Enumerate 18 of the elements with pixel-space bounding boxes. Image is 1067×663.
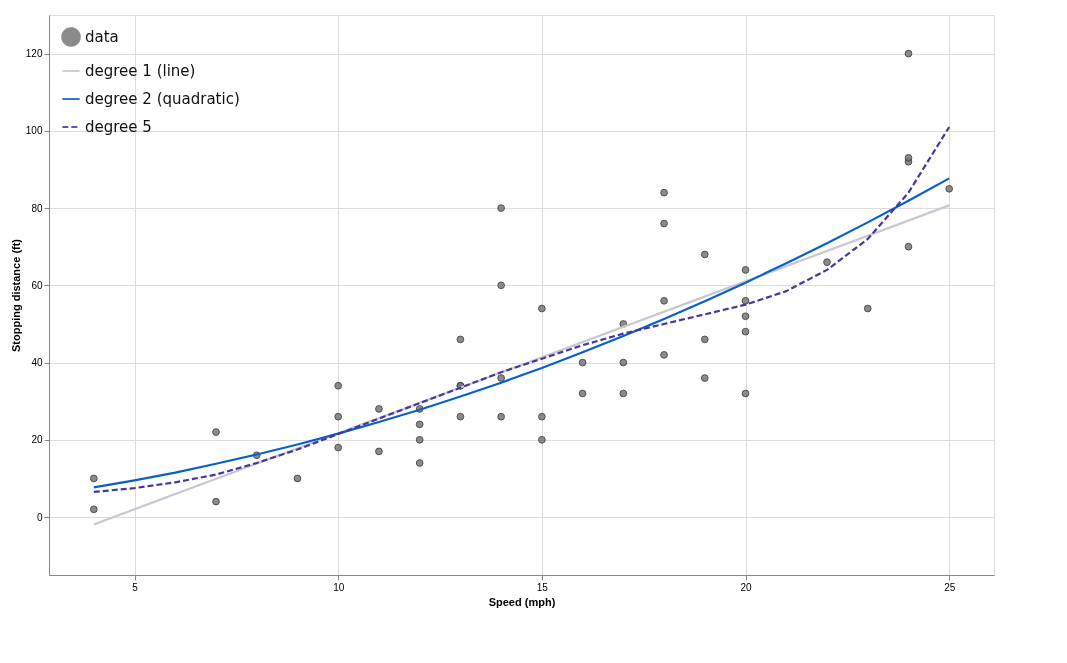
y-tick-label: 120 (25, 48, 43, 60)
y-tick-label: 60 (31, 279, 43, 291)
legend-label: degree 5 (85, 118, 152, 136)
x-axis-title: Speed (mph) (488, 595, 556, 608)
x-tick-label: 10 (333, 581, 345, 593)
x-tick-label: 15 (536, 581, 549, 593)
y-tick-label: 20 (31, 434, 43, 446)
x-tick-label: 20 (740, 581, 753, 593)
legend-label: degree 2 (quadratic) (85, 90, 240, 108)
legend-label: data (85, 28, 119, 46)
y-tick-label: 80 (31, 202, 43, 214)
legend-label: degree 1 (line) (85, 62, 196, 80)
x-tick-label: 5 (132, 581, 139, 593)
y-axis-title: Stopping distance (ft) (9, 238, 22, 353)
y-tick-label: 0 (36, 511, 43, 523)
x-tick-label: 25 (944, 581, 956, 593)
y-tick-label: 100 (25, 125, 43, 137)
y-tick-label: 40 (31, 357, 43, 369)
